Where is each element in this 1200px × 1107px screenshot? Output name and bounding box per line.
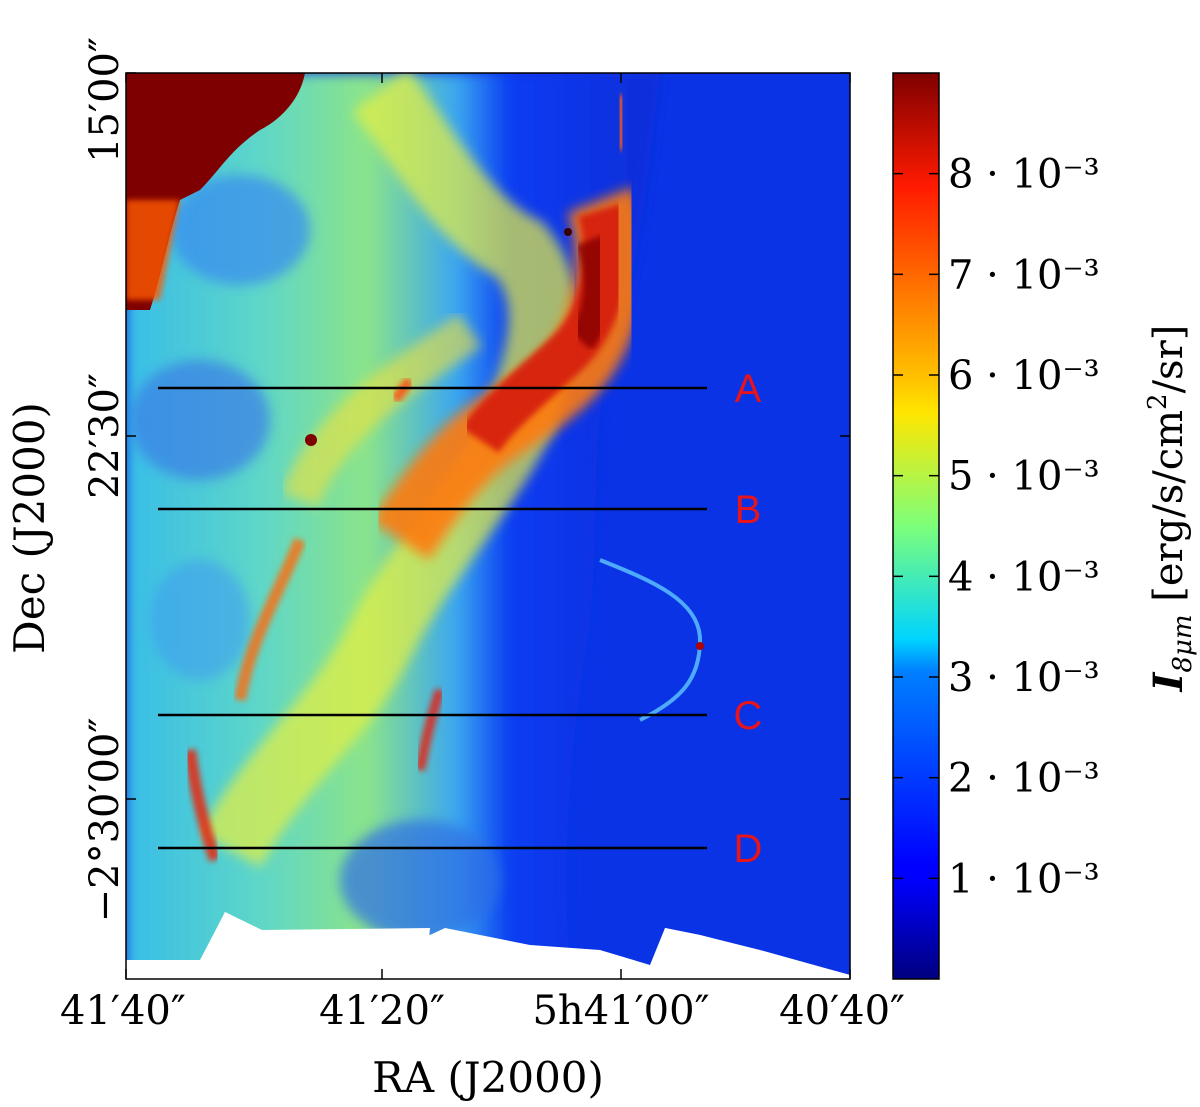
colorbar-tick-label: 2 · 10⁻³ — [948, 756, 1100, 802]
cut-label-b: B — [735, 488, 762, 532]
colorbar-label-units-tail: /sr] — [1146, 325, 1192, 394]
cut-lines: A B C D — [158, 367, 762, 871]
cut-label-c: C — [734, 694, 763, 738]
x-axis-title: RA (J2000) — [372, 1053, 604, 1102]
y-axis-ticks: 15′00″ 22′30″ −2°30′00″ — [82, 37, 850, 922]
colorbar-tick-label: 5 · 10⁻³ — [948, 454, 1100, 500]
colorbar-label-main: I — [1145, 671, 1192, 692]
x-tick-label: 5h41′00″ — [532, 988, 709, 1034]
colorbar — [892, 72, 940, 980]
colorbar-label-units-sup: 2 — [1143, 393, 1173, 410]
colorbar-ticks: 1 · 10⁻³ 2 · 10⁻³ 3 · 10⁻³ 4 · 10⁻³ 5 · 10⁻³… — [893, 152, 1100, 902]
cut-label-a: A — [735, 367, 762, 411]
colorbar-tick-label: 4 · 10⁻³ — [948, 554, 1100, 600]
y-tick-label: 15′00″ — [82, 37, 128, 163]
y-axis-title: Dec (J2000) — [5, 402, 54, 654]
y-tick-label: −2°30′00″ — [82, 718, 128, 923]
x-tick-label: 41′20″ — [319, 988, 445, 1034]
colorbar-tick-label: 7 · 10⁻³ — [948, 252, 1100, 298]
colorbar-tick-label: 8 · 10⁻³ — [948, 152, 1100, 198]
colorbar-label-sub: 8μm — [1168, 615, 1198, 673]
x-axis-ticks: 41′40″ 41′20″ 5h41′00″ 40′40″ — [60, 73, 905, 1034]
x-tick-label: 41′40″ — [60, 988, 186, 1034]
colorbar-tick-label: 1 · 10⁻³ — [948, 856, 1100, 902]
colorbar-tick-label: 3 · 10⁻³ — [948, 655, 1100, 701]
colorbar-label: I8μm [erg/s/cm2/sr] — [1143, 325, 1198, 693]
colorbar-label-units: [erg/s/cm — [1146, 410, 1192, 615]
x-tick-label: 40′40″ — [779, 988, 905, 1034]
y-tick-label: 22′30″ — [82, 373, 128, 499]
infrared-8um-image — [126, 73, 850, 979]
cut-label-d: D — [734, 827, 763, 871]
image-frame — [125, 72, 851, 980]
colorbar-tick-label: 6 · 10⁻³ — [948, 353, 1100, 399]
